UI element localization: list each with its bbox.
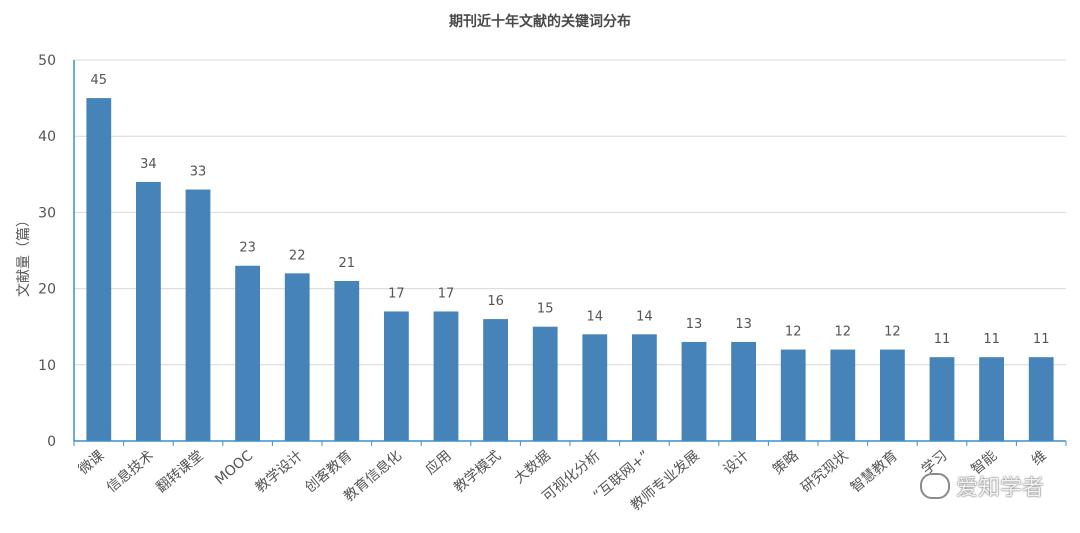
bar [979,357,1004,441]
x-tick-label: 研究现状 [798,448,851,496]
bar [483,319,508,441]
bar [235,265,260,441]
chart-title: 期刊近十年文献的关键词分布 [449,13,631,30]
data-label: 13 [735,317,752,332]
x-tick-label: 大数据 [511,448,553,487]
bar [681,341,707,441]
data-label: 12 [884,325,901,340]
x-tick-label: 维 [1029,448,1050,469]
x-tick-label: 教学模式 [451,448,504,496]
bar [384,311,409,441]
data-label: 14 [587,309,604,324]
data-label: 23 [239,241,256,256]
bar [929,357,955,441]
data-label: 11 [1033,332,1050,347]
x-tick-label: 信息技术 [103,447,157,496]
data-label: 17 [388,286,405,301]
data-label: 13 [686,317,703,332]
data-label: 22 [289,248,306,263]
x-tick-label: 教学设计 [253,448,306,496]
y-tick-label: 0 [47,434,56,450]
data-label: 15 [537,302,554,317]
bar [136,181,161,442]
x-tick-label: MOOC [212,448,256,489]
x-tick-label: 学习 [919,448,951,478]
y-tick-label: 30 [38,205,56,221]
bar [582,334,608,441]
data-label: 34 [140,157,157,172]
bar [532,326,558,441]
x-tick-label: 翻转课堂 [153,448,206,496]
data-label: 33 [190,165,207,180]
data-label: 12 [835,325,852,340]
bar [632,334,657,441]
x-tick-label: 应用 [422,447,454,478]
x-tick-label: 智慧教育 [848,448,901,496]
bar [731,341,756,441]
data-label: 12 [785,325,802,340]
y-tick-label: 50 [38,53,56,69]
data-label: 11 [983,332,1000,347]
data-label: 45 [91,73,108,88]
y-tick-label: 40 [38,129,56,145]
y-tick-label: 20 [38,282,56,298]
x-tick-label: 设计 [720,448,752,478]
bar [185,189,211,441]
data-label: 14 [636,309,653,324]
bar [780,349,806,441]
x-tick-label: 策略 [769,447,801,478]
data-label: 16 [487,294,504,309]
x-tick-label: 微课 [76,448,108,478]
bar [1028,357,1054,441]
bars [86,98,1054,442]
y-tick-labels: 0 10 20 30 40 50 [38,53,56,450]
data-label: 21 [339,256,356,271]
y-tick-label: 10 [38,358,56,374]
bar [880,349,905,441]
data-labels: 45 34 33 23 22 21 17 17 16 15 14 14 13 13 12 12 12 11 11 11 [91,73,1050,347]
bar [284,273,310,441]
bar [433,311,459,441]
bar [830,349,856,441]
bar [86,98,112,441]
data-label: 11 [934,332,951,347]
axes [73,60,1067,446]
bar [334,280,360,441]
y-axis-label: 文献量（篇） [16,213,32,297]
data-label: 17 [438,286,455,301]
gridlines [74,59,1066,366]
x-tick-label: 智能 [968,448,1000,478]
